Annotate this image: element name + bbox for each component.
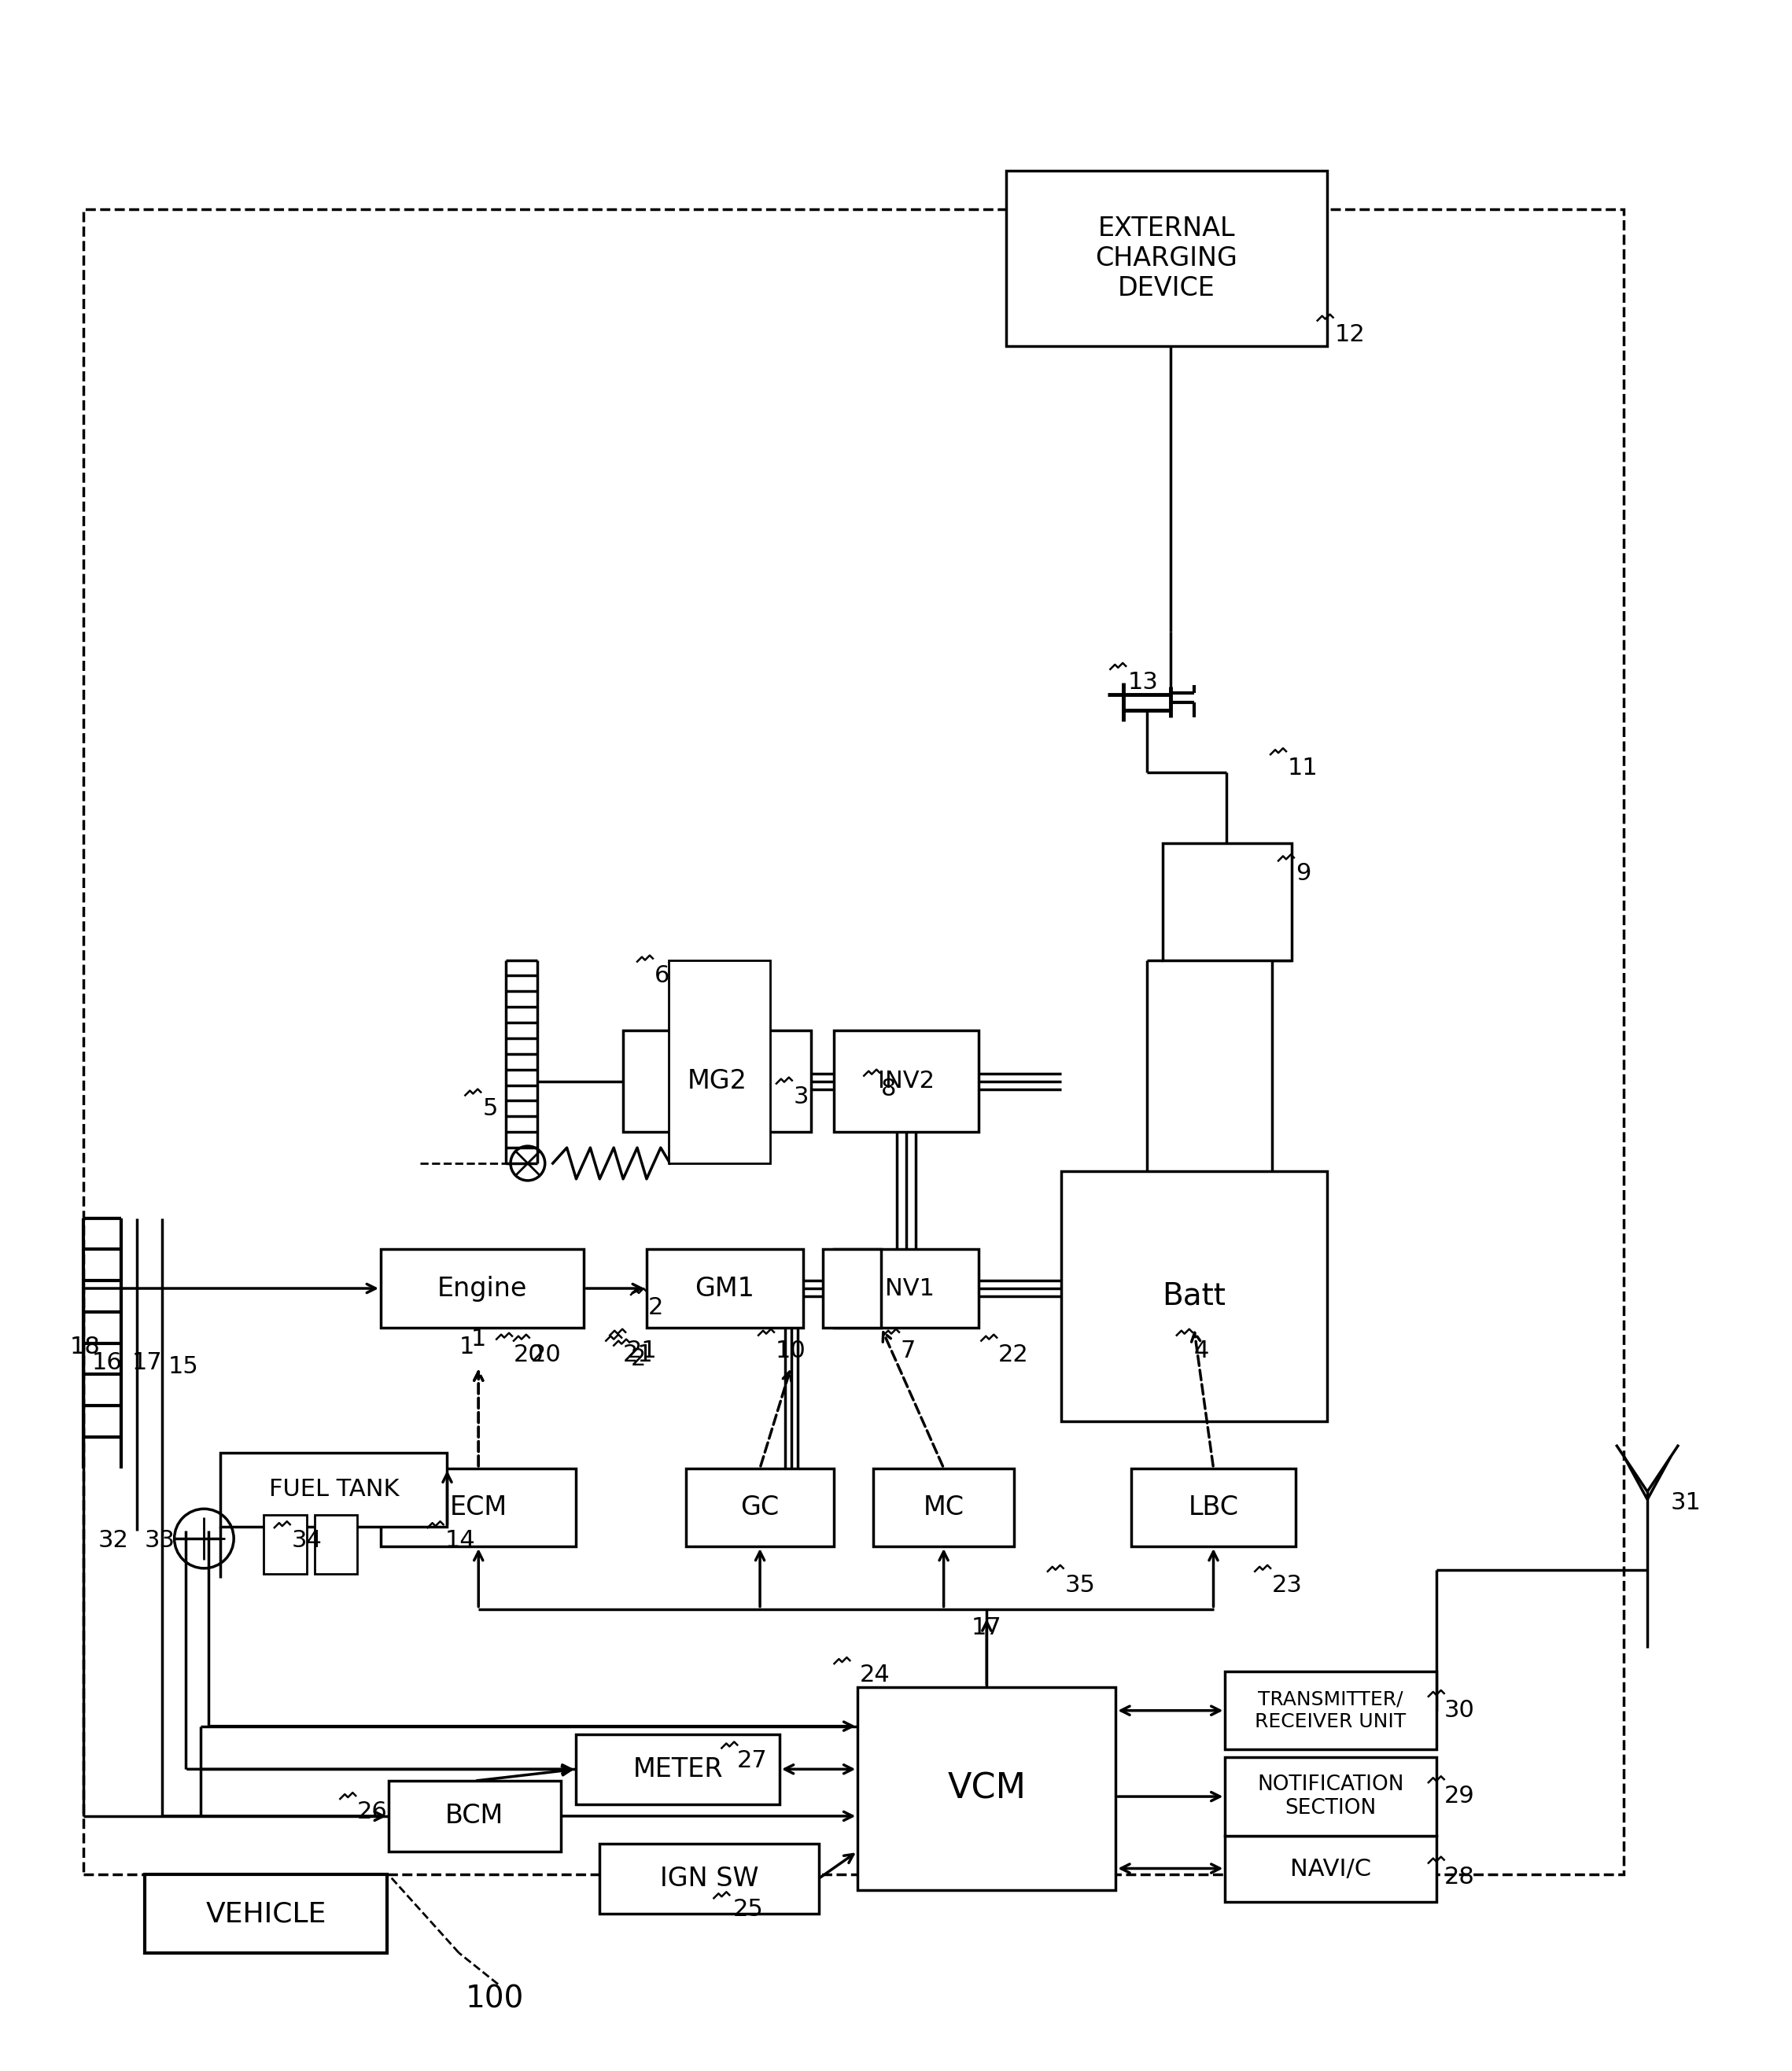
- Bar: [84, 209, 1624, 1874]
- Bar: [314, 1516, 357, 1574]
- Text: 29: 29: [1444, 1785, 1475, 1808]
- Text: 6: 6: [654, 963, 670, 986]
- Text: GC: GC: [740, 1495, 780, 1520]
- Bar: [1226, 1835, 1435, 1901]
- Text: 22: 22: [998, 1344, 1029, 1367]
- Text: 16: 16: [91, 1350, 122, 1373]
- Bar: [145, 1874, 387, 1953]
- Text: GM1: GM1: [695, 1276, 754, 1301]
- Text: 33: 33: [145, 1528, 176, 1551]
- Text: 100: 100: [466, 1984, 523, 2015]
- Text: EXTERNAL
CHARGING
DEVICE: EXTERNAL CHARGING DEVICE: [1095, 215, 1238, 302]
- Bar: [823, 1249, 882, 1328]
- Text: LBC: LBC: [1188, 1495, 1238, 1520]
- Bar: [647, 1249, 803, 1328]
- Text: 12: 12: [1335, 323, 1366, 346]
- Bar: [858, 1688, 1116, 1891]
- Bar: [1007, 170, 1326, 346]
- Bar: [1226, 1758, 1435, 1835]
- Text: 17: 17: [971, 1617, 1002, 1640]
- Text: METER: METER: [633, 1756, 722, 1783]
- Text: VEHICLE: VEHICLE: [206, 1901, 326, 1928]
- Text: 1: 1: [459, 1336, 475, 1359]
- Text: IGN SW: IGN SW: [659, 1866, 758, 1891]
- Text: 24: 24: [858, 1663, 891, 1686]
- Text: 5: 5: [482, 1098, 498, 1120]
- Text: 18: 18: [70, 1336, 100, 1359]
- Text: 34: 34: [292, 1528, 323, 1551]
- Text: 14: 14: [444, 1528, 475, 1551]
- Text: 8: 8: [882, 1077, 896, 1100]
- Text: 20: 20: [530, 1344, 561, 1367]
- Text: 26: 26: [357, 1800, 387, 1822]
- Text: INV1: INV1: [878, 1278, 935, 1301]
- Text: 3: 3: [794, 1085, 808, 1108]
- Text: 13: 13: [1127, 671, 1158, 694]
- Bar: [835, 1249, 978, 1328]
- Bar: [263, 1516, 306, 1574]
- Text: 21: 21: [627, 1340, 658, 1363]
- Bar: [686, 1468, 835, 1547]
- Text: 23: 23: [1272, 1574, 1303, 1597]
- Text: VCM: VCM: [948, 1773, 1027, 1806]
- Text: 32: 32: [99, 1528, 129, 1551]
- Text: 11: 11: [1288, 756, 1319, 779]
- Text: TRANSMITTER/
RECEIVER UNIT: TRANSMITTER/ RECEIVER UNIT: [1254, 1690, 1407, 1731]
- Text: NAVI/C: NAVI/C: [1290, 1858, 1371, 1880]
- Text: 20: 20: [514, 1344, 545, 1367]
- Bar: [1163, 843, 1292, 961]
- Bar: [577, 1733, 780, 1804]
- Text: 15: 15: [168, 1354, 199, 1377]
- Bar: [380, 1468, 577, 1547]
- Text: 10: 10: [776, 1340, 806, 1363]
- Text: MG2: MG2: [686, 1069, 747, 1093]
- Bar: [873, 1468, 1014, 1547]
- Text: 25: 25: [733, 1899, 763, 1922]
- Text: MC: MC: [923, 1495, 964, 1520]
- Bar: [668, 961, 771, 1164]
- Text: 27: 27: [737, 1750, 767, 1773]
- Bar: [1061, 1170, 1326, 1421]
- Text: 9: 9: [1296, 862, 1310, 884]
- Text: ECM: ECM: [450, 1495, 507, 1520]
- Bar: [220, 1452, 448, 1526]
- Bar: [600, 1843, 819, 1914]
- Bar: [624, 1031, 810, 1133]
- Text: 2: 2: [631, 1346, 647, 1369]
- Text: 30: 30: [1444, 1698, 1475, 1721]
- Text: 7: 7: [901, 1340, 916, 1363]
- Bar: [835, 1031, 978, 1133]
- Text: Engine: Engine: [437, 1276, 527, 1301]
- Text: 4: 4: [1193, 1340, 1210, 1363]
- Text: 2: 2: [649, 1296, 663, 1319]
- Text: 35: 35: [1064, 1574, 1095, 1597]
- Text: BCM: BCM: [446, 1804, 504, 1829]
- Text: 21: 21: [624, 1344, 654, 1367]
- Bar: [380, 1249, 584, 1328]
- Text: 31: 31: [1670, 1491, 1701, 1514]
- Bar: [389, 1781, 561, 1851]
- Bar: [1226, 1671, 1435, 1750]
- Text: 28: 28: [1444, 1866, 1475, 1889]
- Text: 17: 17: [133, 1350, 163, 1373]
- Text: Batt: Batt: [1161, 1282, 1226, 1311]
- Bar: [1131, 1468, 1296, 1547]
- Text: INV2: INV2: [878, 1071, 935, 1093]
- Text: FUEL TANK: FUEL TANK: [269, 1479, 400, 1501]
- Text: 1: 1: [471, 1328, 486, 1350]
- Text: NOTIFICATION
SECTION: NOTIFICATION SECTION: [1258, 1775, 1405, 1818]
